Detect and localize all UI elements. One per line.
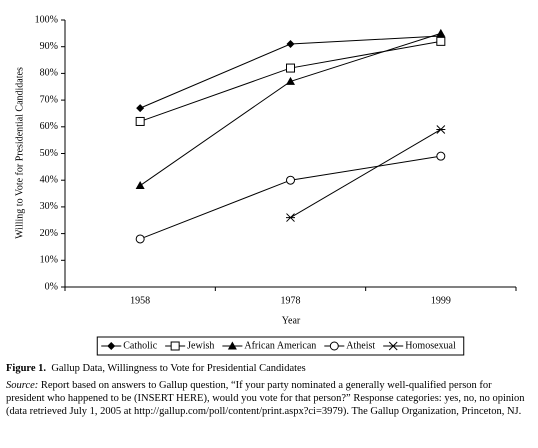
- legend-label: African American: [244, 340, 316, 351]
- legend-label: Catholic: [123, 340, 157, 351]
- legend-item: Jewish: [165, 340, 214, 351]
- y-tick-label: 0%: [45, 281, 58, 292]
- y-tick-label: 80%: [40, 68, 58, 79]
- marker: [436, 125, 446, 134]
- marker: [170, 341, 180, 351]
- y-tick-label: 10%: [40, 255, 58, 266]
- marker: [286, 76, 295, 85]
- marker: [227, 341, 237, 350]
- y-tick-label: 70%: [40, 94, 58, 105]
- legend-box: [96, 336, 465, 356]
- marker: [135, 181, 145, 190]
- marker: [135, 116, 145, 126]
- series-line: [139, 155, 441, 240]
- source: Source: Report based on answers to Gallu…: [6, 379, 532, 418]
- x-tick-label: 1958: [130, 295, 150, 306]
- series-line: [290, 129, 442, 219]
- caption-text: Gallup Data, Willingness to Vote for Pre…: [51, 363, 306, 374]
- series-line: [139, 32, 441, 186]
- legend-item: Homosexual: [383, 340, 456, 351]
- caption-label: Figure 1.: [6, 363, 47, 374]
- y-tick-label: 30%: [40, 201, 58, 212]
- y-tick-label: 50%: [40, 148, 58, 159]
- legend-item: African American: [222, 340, 316, 351]
- marker: [286, 213, 295, 222]
- caption: Figure 1. Gallup Data, Willingness to Vo…: [6, 362, 532, 375]
- x-tick-label: 1978: [281, 295, 301, 306]
- legend-label: Homosexual: [405, 340, 456, 351]
- marker: [388, 341, 398, 351]
- y-tick-label: 40%: [40, 174, 58, 185]
- marker: [436, 36, 446, 46]
- marker: [136, 104, 145, 113]
- legend-label: Atheist: [346, 340, 375, 351]
- marker: [286, 175, 295, 185]
- y-tick-label: 100%: [35, 14, 58, 25]
- marker: [107, 342, 116, 350]
- marker: [286, 40, 295, 49]
- marker: [329, 341, 339, 351]
- x-axis-label: Year: [282, 315, 301, 326]
- marker: [286, 63, 295, 73]
- legend-label: Jewish: [187, 340, 214, 351]
- y-axis-label: Willing to Vote for Presidential Candida…: [14, 67, 25, 239]
- marker: [135, 234, 145, 244]
- source-text: Report based on answers to Gallup questi…: [6, 380, 525, 417]
- source-label: Source:: [6, 380, 39, 391]
- marker: [436, 151, 446, 161]
- caption-block: Figure 1. Gallup Data, Willingness to Vo…: [6, 362, 532, 422]
- legend-item: Catholic: [101, 340, 158, 351]
- y-tick-label: 90%: [40, 41, 58, 52]
- y-tick-label: 20%: [40, 228, 58, 239]
- marker: [436, 28, 446, 37]
- y-tick-label: 60%: [40, 121, 58, 132]
- x-tick-label: 1999: [431, 295, 451, 306]
- chart: Willing to Vote for Presidential Candida…: [14, 14, 517, 356]
- legend-item: Atheist: [324, 340, 375, 351]
